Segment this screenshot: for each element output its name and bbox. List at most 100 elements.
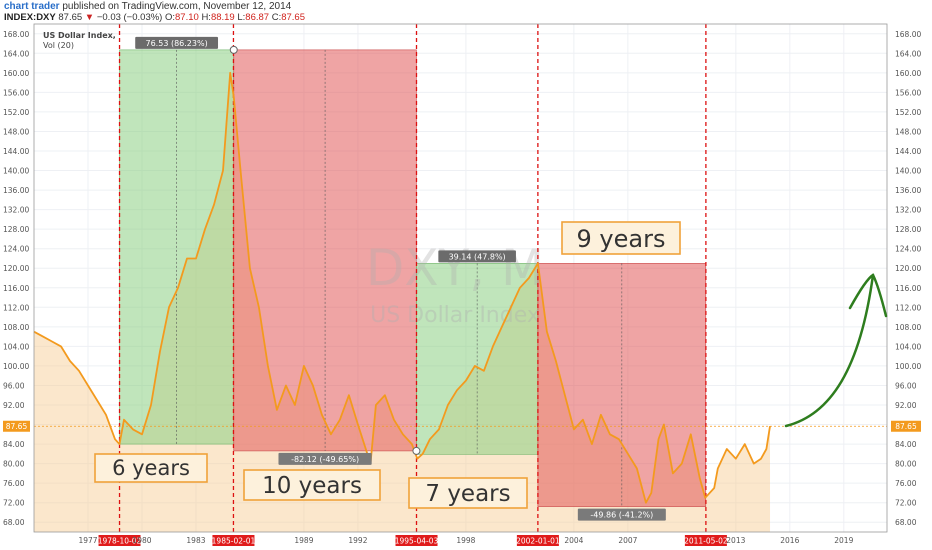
measure-label: 39.14 (47.8%) [449, 252, 506, 261]
legend-indicator: Vol (20) [43, 41, 74, 50]
y-tick-right: 128.00 [895, 225, 921, 234]
y-tick-left: 148.00 [3, 127, 29, 136]
cycle-date-label: 2002-01-01 [516, 537, 560, 546]
cycle-date-label: 1985-02-01 [212, 537, 256, 546]
y-tick-left: 96.00 [3, 381, 25, 390]
measure-label: -49.86 (-41.2%) [590, 511, 653, 520]
y-tick-right: 140.00 [895, 167, 921, 176]
cycle-date-badge-5 [684, 535, 727, 546]
year-label: 7 years [425, 481, 510, 507]
y-tick-left: 152.00 [3, 108, 29, 117]
year-label-box-2 [243, 469, 381, 501]
y-tick-left: 168.00 [3, 30, 29, 39]
y-tick-left: 156.00 [3, 88, 29, 97]
year-label: 10 years [262, 473, 362, 499]
author-link[interactable]: chart trader [4, 1, 60, 12]
year-label: 6 years [112, 456, 190, 480]
y-tick-left: 72.00 [3, 499, 25, 508]
watermark: DXY, M US Dollar Index [366, 239, 544, 328]
y-tick-left: 108.00 [3, 323, 29, 332]
cycle-date-label: 2011-05-02 [684, 537, 728, 546]
published-text: published on TradingView.com, November 1… [62, 1, 292, 12]
y-tick-right: 92.00 [895, 401, 917, 410]
year-label: 9 years [577, 225, 666, 253]
symbol: INDEX:DXY [4, 12, 56, 23]
cycle-lines: 1978-10-02 1985-02-01 1995-04-03 2002-01-01… [98, 24, 728, 546]
y-tick-left: 140.00 [3, 167, 29, 176]
y-tick-left: 124.00 [3, 245, 29, 254]
y-tick-right: 72.00 [895, 499, 917, 508]
y-tick-left: 136.00 [3, 186, 29, 195]
cycle-date-label: 1978-10-02 [98, 537, 142, 546]
y-tick-right: 160.00 [895, 69, 921, 78]
y-tick-left: 144.00 [3, 147, 29, 156]
x-tick: 1977 [78, 536, 97, 545]
cycle-date-badge-2 [212, 535, 255, 546]
y-tick-left: 68.00 [3, 518, 25, 527]
y-tick-right: 96.00 [895, 381, 917, 390]
measure-label: -82.12 (-49.65%) [291, 455, 359, 464]
high-label: H: [201, 12, 211, 23]
forecast-arrow-head [848, 273, 888, 318]
series-line [33, 71, 771, 504]
x-tick: 1989 [294, 536, 313, 545]
low-label: L: [237, 12, 246, 23]
y-tick-left: 80.00 [3, 460, 25, 469]
open-label: O: [164, 12, 176, 23]
y-tick-left: 132.00 [3, 206, 29, 215]
y-tick-right: 144.00 [895, 147, 921, 156]
cycle-date-badge-1 [98, 535, 141, 546]
year-label-box-3 [408, 477, 528, 509]
y-tick-right: 108.00 [895, 323, 921, 332]
legend-series-name: US Dollar Index, [43, 31, 116, 40]
x-tick: 2007 [618, 536, 637, 545]
forecast-arrow-shaft [784, 273, 875, 428]
watermark-name: US Dollar Index [370, 303, 540, 328]
y-tick-left: 104.00 [3, 342, 29, 351]
high-value: 88.19 [210, 12, 235, 23]
cycle-date-badge-3 [395, 535, 438, 546]
y-tick-left: 92.00 [3, 401, 25, 410]
x-tick: 1992 [348, 536, 367, 545]
chart-legend: US Dollar Index, Vol (20) [43, 31, 116, 50]
x-tick: 2019 [834, 536, 853, 545]
y-tick-right: 156.00 [895, 88, 921, 97]
measure-label: 76.53 (86.23%) [146, 39, 208, 48]
y-tick-left: 84.00 [3, 440, 25, 449]
y-tick-right: 120.00 [895, 264, 921, 273]
y-tick-right: 132.00 [895, 206, 921, 215]
publish-line: chart trader published on TradingView.co… [4, 1, 291, 13]
y-tick-right: 112.00 [895, 303, 921, 312]
forecast-arrow [784, 273, 888, 428]
change-value: −0.03 (−0.03%) [96, 12, 163, 23]
plot-frame [33, 23, 888, 533]
y-tick-left: 164.00 [3, 49, 29, 58]
watermark-symbol: DXY, M [366, 239, 544, 297]
cycle-labels: 76.53 (86.23%) 6 years -82.12 (-49.65%) 10 … [94, 36, 681, 521]
y-tick-right: 148.00 [895, 127, 921, 136]
cycle-date-badge-4 [516, 535, 559, 546]
y-tick-right: 168.00 [895, 30, 921, 39]
down-triangle-icon: ▼ [84, 12, 95, 23]
x-tick: 2004 [564, 536, 583, 545]
y-tick-left: 100.00 [3, 362, 29, 371]
drag-handle [412, 446, 421, 455]
year-label-box-4 [561, 221, 681, 255]
y-tick-left: 76.00 [3, 479, 25, 488]
last-price: 87.65 [58, 12, 83, 23]
y-tick-right: 152.00 [895, 108, 921, 117]
price-line [33, 71, 887, 504]
close-label: C: [271, 12, 282, 23]
x-tick: 1998 [456, 536, 475, 545]
x-tick: 2013 [726, 536, 745, 545]
cycle-boxes [119, 49, 707, 507]
x-tick: 1980 [132, 536, 151, 545]
y-tick-right: 80.00 [895, 460, 917, 469]
y-tick-left: 116.00 [3, 284, 29, 293]
y-tick-right: 68.00 [895, 518, 917, 527]
y-tick-left: 160.00 [3, 69, 29, 78]
y-tick-right: 136.00 [895, 186, 921, 195]
measure-badge-4 [577, 508, 666, 521]
last-price-label-left: 87.65 [6, 422, 28, 431]
